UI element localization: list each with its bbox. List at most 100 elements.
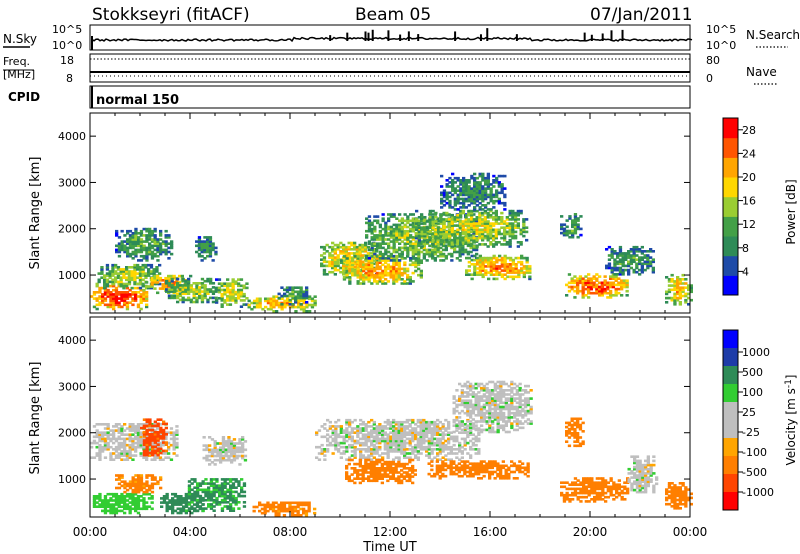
power-cell [607,258,612,261]
power-cell [409,227,413,231]
power-cell [389,232,393,235]
vel-cell [114,439,119,443]
power-cell [581,277,585,280]
power-cell [522,222,526,225]
vel-cell [106,437,110,441]
vel-cell [367,454,371,457]
power-cell [423,228,427,232]
power-cell [681,273,685,277]
power-cell [462,197,466,201]
vel-cell [219,450,223,454]
power-cell [148,236,152,239]
power-cell [514,263,518,266]
power-cell [573,219,578,222]
power-cell [486,222,490,225]
power-cell [464,179,468,182]
vel-cell [342,431,346,434]
velocity-cells [90,380,693,517]
power-cell [420,213,424,216]
power-cell [500,174,504,178]
power-cell [373,267,377,271]
vel-cell [408,443,412,447]
power-cell [414,250,418,254]
vel-cell [120,499,124,502]
power-cell [411,227,415,231]
power-cell [687,292,691,296]
vel-cell [126,484,130,488]
power-cell [456,199,460,203]
power-cell [461,244,465,248]
vel-cell [411,431,415,434]
vel-cell [156,418,160,421]
power-cell [614,277,618,280]
power-cell [138,280,143,284]
power-cell [384,221,388,225]
power-cell [362,278,366,281]
power-cell [470,224,474,227]
power-cell [414,252,418,256]
power-cell [433,250,437,254]
vel-cell [218,486,222,489]
power-cell [114,293,119,296]
power-cell [419,271,423,275]
power-cell [459,216,463,219]
vel-cell [134,450,138,453]
vel-cell [145,453,149,457]
power-cell [384,257,388,260]
power-cell [459,206,463,209]
power-cell [364,241,368,245]
power-cell [486,230,490,234]
power-cell [618,273,623,276]
vel-cell [169,443,174,447]
power-cell [131,246,135,250]
power-cell [598,275,602,278]
power-cell [467,204,471,207]
vel-cell [411,452,415,455]
power-cell [115,244,119,248]
power-cell [419,259,423,262]
power-cell [509,265,513,268]
vel-cell [288,501,292,505]
power-cell [200,284,205,287]
vel-cell [345,458,349,461]
power-cell [614,279,618,282]
power-cell [470,187,474,190]
power-cell [242,284,246,288]
vel-cell [139,499,143,502]
vel-cell [397,423,401,426]
power-cell [331,262,335,266]
power-cell [484,197,488,201]
power-cell [511,236,515,240]
power-cell [511,213,515,217]
power-cell [456,241,460,244]
vel-cell [226,494,230,498]
power-cell [497,183,501,186]
power-cell [511,216,515,219]
vel-cell [353,445,357,449]
power-cell [370,232,374,235]
vel-cell [331,437,335,441]
power-cell [106,288,110,292]
power-cell [500,263,504,266]
power-cell [134,250,138,254]
vel-cell [389,445,393,449]
vel-cell [156,443,160,446]
vel-cell [117,448,121,451]
power-cell [489,241,493,244]
vel-cell [198,505,203,508]
vel-cell [238,454,242,458]
power-cell [431,228,435,232]
vel-cell [238,450,242,454]
vel-cell [400,420,404,424]
power-cell [528,275,532,279]
vel-cell [367,439,371,443]
power-cell [398,225,402,229]
vel-cell [223,478,227,481]
vel-cell [117,478,122,481]
power-cell [206,238,210,241]
power-cell [423,222,427,225]
power-cell [613,266,617,270]
vel-cell [234,503,238,506]
power-cell [600,281,604,285]
